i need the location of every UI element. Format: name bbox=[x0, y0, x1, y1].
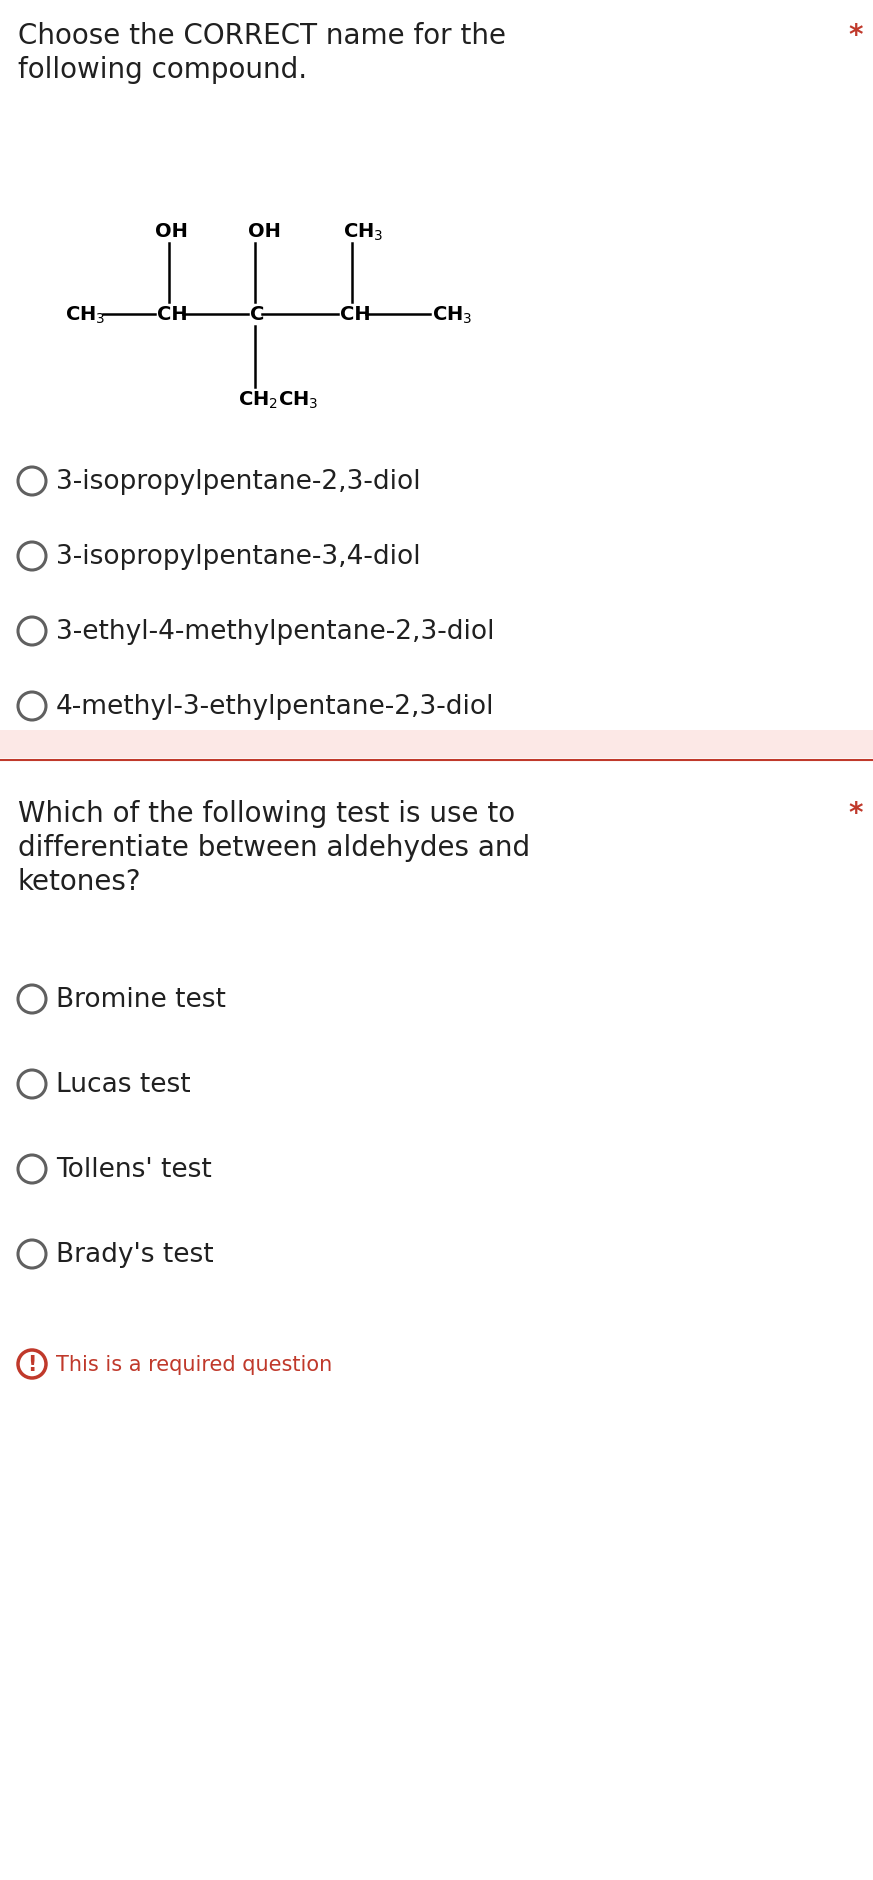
Text: OH: OH bbox=[155, 222, 188, 241]
Text: ketones?: ketones? bbox=[18, 867, 141, 895]
Text: Lucas test: Lucas test bbox=[56, 1072, 190, 1098]
Text: CH$_3$: CH$_3$ bbox=[343, 222, 383, 243]
Text: CH: CH bbox=[340, 305, 371, 325]
Text: CH$_2$CH$_3$: CH$_2$CH$_3$ bbox=[238, 389, 319, 410]
Text: CH$_3$: CH$_3$ bbox=[432, 305, 472, 325]
Circle shape bbox=[18, 1350, 46, 1378]
Text: 4-methyl-3-ethylpentane-2,3-diol: 4-methyl-3-ethylpentane-2,3-diol bbox=[56, 694, 494, 720]
Text: This is a required question: This is a required question bbox=[56, 1354, 333, 1374]
Text: Which of the following test is use to: Which of the following test is use to bbox=[18, 799, 515, 827]
Text: *: * bbox=[848, 799, 863, 827]
Text: CH$_3$: CH$_3$ bbox=[65, 305, 106, 325]
Text: !: ! bbox=[27, 1354, 37, 1374]
Text: Brady's test: Brady's test bbox=[56, 1241, 214, 1267]
Text: CH: CH bbox=[157, 305, 188, 325]
Text: *: * bbox=[848, 23, 863, 51]
Text: differentiate between aldehydes and: differentiate between aldehydes and bbox=[18, 833, 530, 861]
Text: Choose the CORRECT name for the: Choose the CORRECT name for the bbox=[18, 23, 506, 51]
Text: Bromine test: Bromine test bbox=[56, 987, 226, 1013]
Text: C: C bbox=[250, 305, 265, 325]
Bar bbox=[0, 731, 873, 760]
Text: Tollens' test: Tollens' test bbox=[56, 1156, 212, 1183]
Text: following compound.: following compound. bbox=[18, 56, 307, 85]
Text: 3-ethyl-4-methylpentane-2,3-diol: 3-ethyl-4-methylpentane-2,3-diol bbox=[56, 619, 494, 645]
Text: OH: OH bbox=[248, 222, 281, 241]
Text: 3-isopropylpentane-2,3-diol: 3-isopropylpentane-2,3-diol bbox=[56, 468, 421, 494]
Text: 3-isopropylpentane-3,4-diol: 3-isopropylpentane-3,4-diol bbox=[56, 543, 421, 570]
